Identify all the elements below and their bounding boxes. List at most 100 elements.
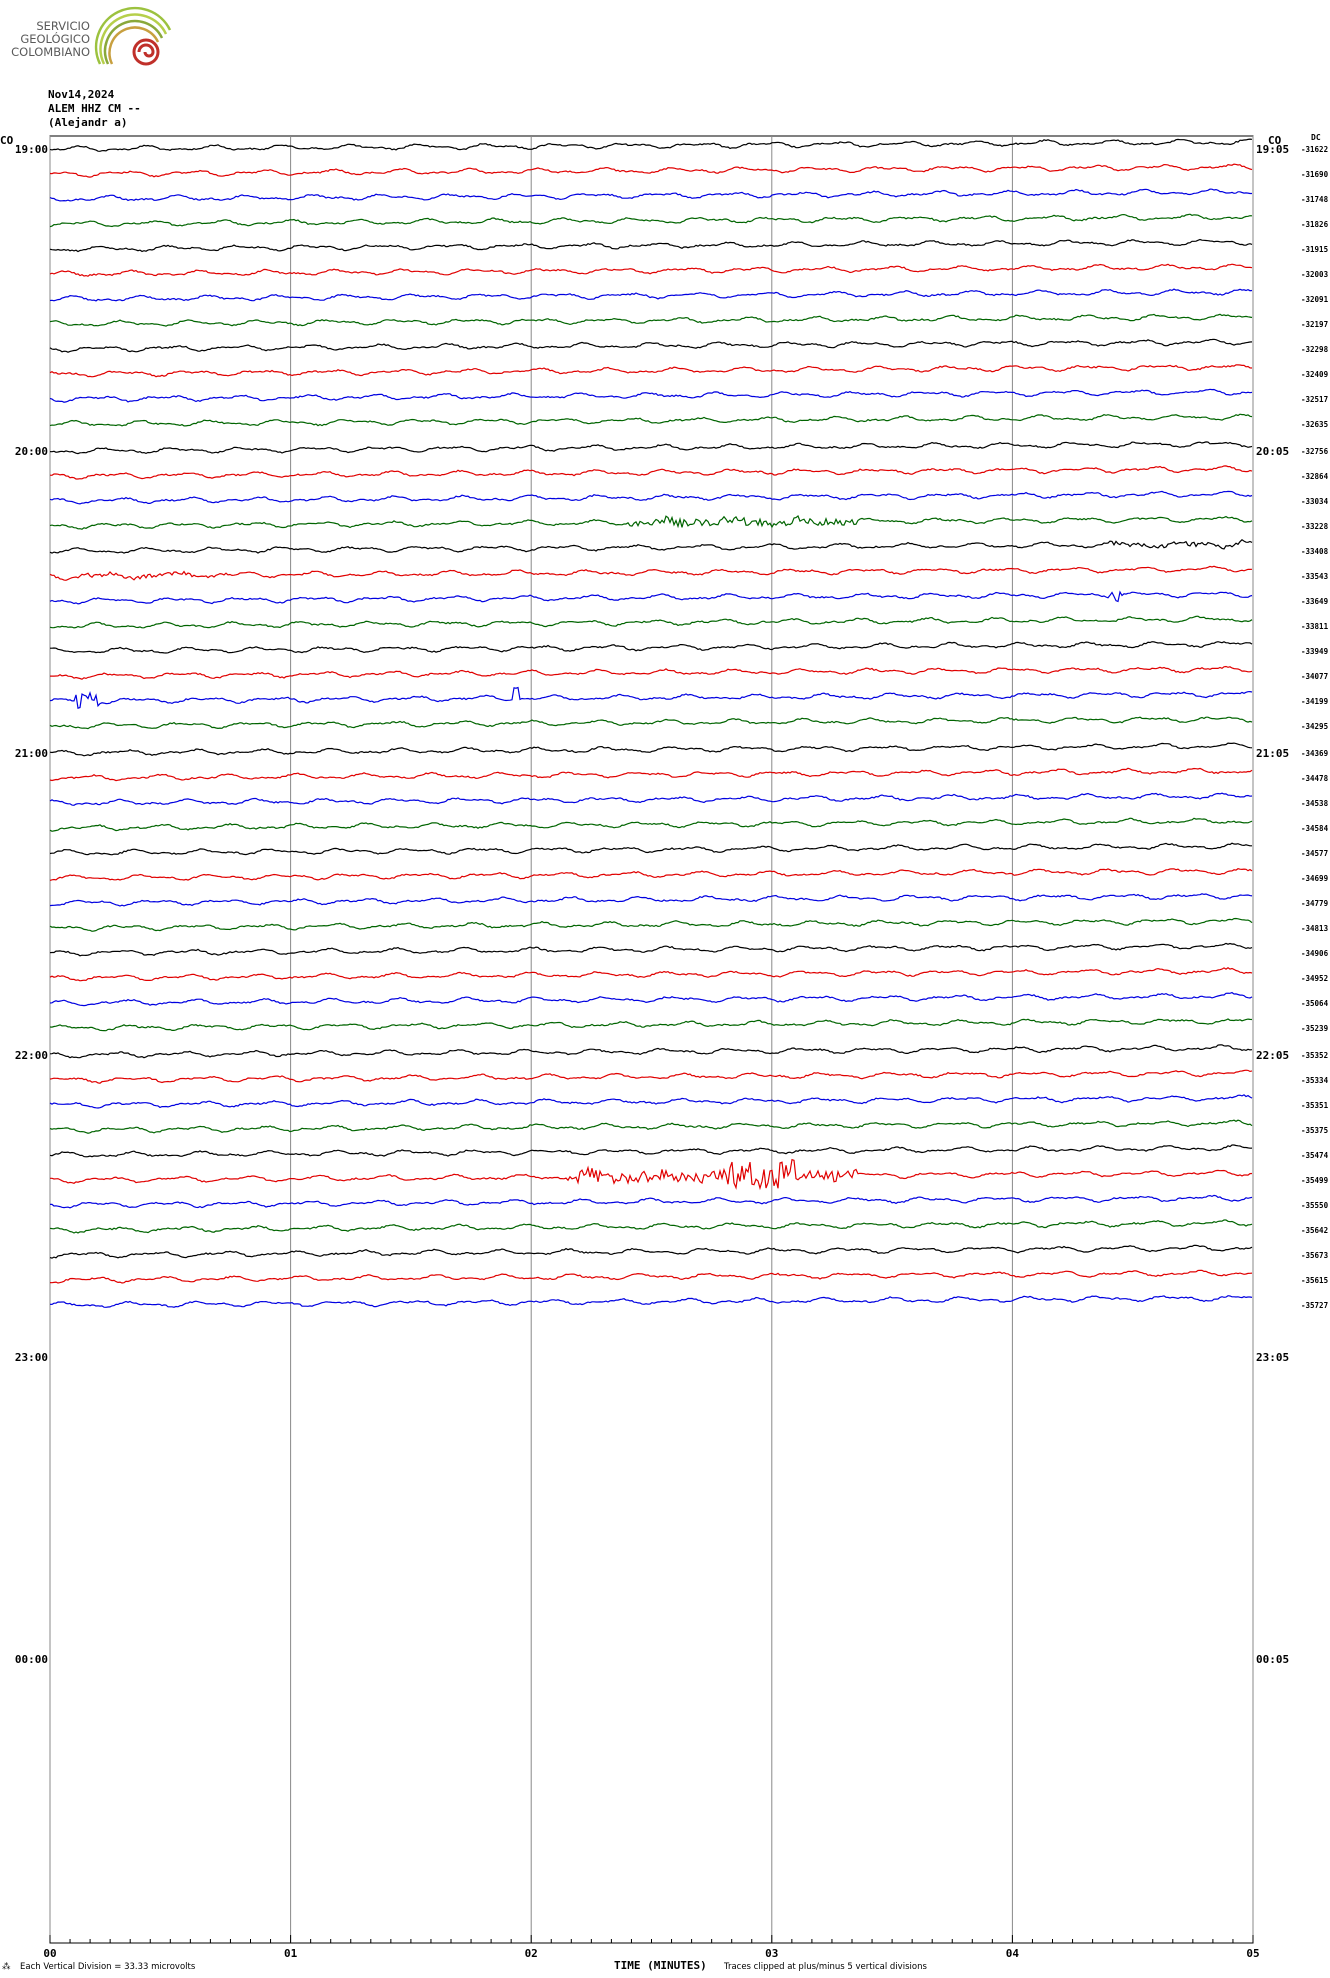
seismic-trace bbox=[50, 1194, 1253, 1209]
seismic-trace bbox=[49, 942, 1253, 957]
seismic-trace bbox=[49, 338, 1253, 353]
seismic-trace bbox=[49, 615, 1253, 629]
seismic-trace bbox=[49, 893, 1253, 907]
x-tick-label: 01 bbox=[284, 1947, 298, 1960]
seismic-trace bbox=[49, 364, 1253, 378]
dc-offset-label: -35239 bbox=[1301, 1024, 1329, 1033]
seismic-trace bbox=[49, 686, 1253, 710]
seismic-trace bbox=[49, 1269, 1253, 1284]
seismic-trace bbox=[49, 539, 1253, 554]
left-hour-label: 20:00 bbox=[15, 445, 48, 458]
dc-offset-label: -35352 bbox=[1301, 1051, 1328, 1060]
seismic-trace bbox=[49, 313, 1253, 327]
dc-offset-label: -32517 bbox=[1301, 395, 1328, 404]
dc-offset-label: -32864 bbox=[1301, 472, 1329, 481]
right-hour-label: 00:05 bbox=[1256, 1653, 1289, 1666]
x-axis-title: TIME (MINUTES) bbox=[614, 1959, 707, 1972]
seismic-trace bbox=[49, 1069, 1253, 1084]
plot-frame bbox=[49, 135, 1254, 1944]
dc-offset-label: -34538 bbox=[1301, 799, 1329, 808]
plot-date: Nov14,2024 bbox=[48, 88, 115, 101]
seismic-trace bbox=[49, 465, 1253, 480]
dc-offset-label: -32197 bbox=[1301, 320, 1328, 329]
seismic-trace bbox=[49, 1144, 1253, 1158]
seismic-trace bbox=[49, 842, 1252, 856]
right-hour-label: 21:05 bbox=[1256, 747, 1289, 760]
dc-offset-label: -32298 bbox=[1301, 345, 1329, 354]
seismic-trace bbox=[49, 991, 1253, 1007]
dc-offset-label: -33228 bbox=[1301, 522, 1329, 531]
seismic-trace bbox=[49, 238, 1253, 253]
dc-offset-label: -34199 bbox=[1301, 697, 1329, 706]
seismic-trace bbox=[49, 1219, 1253, 1234]
seismic-trace bbox=[49, 1044, 1253, 1059]
dc-offset-label: -35673 bbox=[1301, 1251, 1329, 1260]
seismic-trace bbox=[49, 288, 1253, 302]
scale-note: Each Vertical Division = 33.33 microvolt… bbox=[20, 1962, 196, 1972]
seismic-trace bbox=[49, 441, 1253, 455]
seismic-trace bbox=[49, 388, 1253, 403]
seismic-trace bbox=[49, 490, 1253, 505]
dc-offset-label: -34813 bbox=[1301, 924, 1329, 933]
dc-offset-label: -31915 bbox=[1301, 245, 1328, 254]
seismic-trace bbox=[50, 1158, 1253, 1191]
seismic-trace bbox=[49, 188, 1252, 202]
right-hour-label: 20:05 bbox=[1256, 445, 1289, 458]
dc-offset-label: -32635 bbox=[1301, 420, 1328, 429]
dc-offset-label: -35334 bbox=[1301, 1076, 1329, 1085]
dc-offset-label: -34077 bbox=[1301, 672, 1328, 681]
dc-offset-label: -31622 bbox=[1301, 145, 1328, 154]
x-tick-label: 04 bbox=[1006, 1947, 1020, 1960]
dc-offset-label: -32756 bbox=[1301, 447, 1329, 456]
dc-header-label: DC bbox=[1311, 133, 1321, 142]
dc-offset-label: -35727 bbox=[1301, 1301, 1328, 1310]
x-tick-label: 00 bbox=[43, 1947, 56, 1960]
dc-offset-label: -34577 bbox=[1301, 849, 1328, 858]
clip-note: Traces clipped at plus/minus 5 vertical … bbox=[724, 1962, 927, 1972]
left-hour-label: 19:00 bbox=[15, 143, 48, 156]
seismic-trace bbox=[49, 917, 1253, 932]
dc-offset-label: -34369 bbox=[1301, 749, 1329, 758]
dc-offset-label: -35351 bbox=[1301, 1101, 1329, 1110]
dc-offset-label: -35499 bbox=[1301, 1176, 1329, 1185]
station-location: (Alejandr a) bbox=[48, 116, 128, 129]
seismic-trace bbox=[49, 515, 1253, 530]
seismic-trace bbox=[49, 590, 1253, 605]
org-name-line2: GEOLÓGICO bbox=[20, 32, 90, 46]
seismic-trace bbox=[49, 966, 1253, 982]
x-tick-label: 03 bbox=[765, 1947, 778, 1960]
seismic-trace bbox=[49, 138, 1253, 152]
dc-offset-label: -35375 bbox=[1301, 1126, 1328, 1135]
seismic-trace bbox=[49, 1094, 1253, 1109]
dc-offset-label: -33034 bbox=[1301, 497, 1329, 506]
dc-offset-label: -35064 bbox=[1301, 999, 1329, 1008]
dc-offset-label: -32003 bbox=[1301, 270, 1329, 279]
seismic-trace bbox=[49, 742, 1253, 757]
dc-offset-label: -33543 bbox=[1301, 572, 1329, 581]
station-code: ALEM HHZ CM -- bbox=[48, 102, 141, 115]
dc-offset-label: -34952 bbox=[1301, 974, 1328, 983]
seismic-trace bbox=[49, 1244, 1253, 1259]
dc-offset-label: -35474 bbox=[1301, 1151, 1329, 1160]
dc-offset-label: -31826 bbox=[1301, 220, 1329, 229]
dc-offset-label: -33408 bbox=[1301, 547, 1329, 556]
seismic-trace bbox=[49, 263, 1253, 277]
seismic-trace bbox=[49, 716, 1253, 730]
dc-offset-label: -34699 bbox=[1301, 874, 1329, 883]
left-hour-label: 22:00 bbox=[15, 1049, 48, 1062]
dc-offset-label: -35642 bbox=[1301, 1226, 1328, 1235]
seismic-trace bbox=[50, 641, 1253, 654]
seismic-trace bbox=[49, 413, 1253, 427]
seismic-trace bbox=[49, 163, 1253, 178]
right-hour-label: 19:05 bbox=[1256, 143, 1289, 156]
seismic-trace bbox=[49, 1119, 1253, 1134]
dc-offset-label: -34779 bbox=[1301, 899, 1329, 908]
seismic-trace bbox=[49, 792, 1253, 806]
right-timezone-label: CO bbox=[1268, 134, 1282, 147]
spiral-logo-icon bbox=[94, 6, 172, 66]
seismic-trace bbox=[49, 565, 1253, 581]
dc-offset-label: -31690 bbox=[1301, 170, 1329, 179]
org-name-line3: COLOMBIANO bbox=[11, 45, 90, 59]
org-name-line1: SERVICIO bbox=[36, 19, 90, 33]
